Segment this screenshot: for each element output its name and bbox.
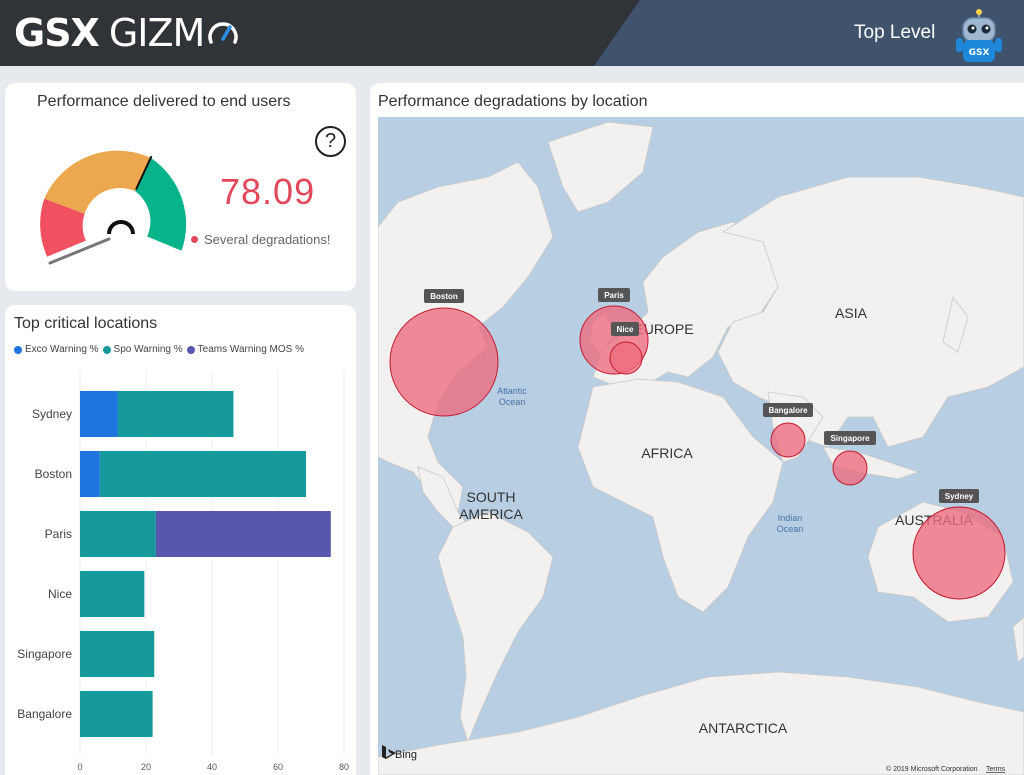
landmass-south-america — [437, 511, 554, 744]
label-south-america-1: SOUTH — [467, 489, 516, 505]
tag-sydney-label: Sydney — [945, 492, 974, 501]
label-africa: AFRICA — [641, 445, 693, 461]
header-bar: GSX GIZM Top Level GSX — [0, 0, 1024, 66]
bar-segment[interactable] — [117, 391, 234, 437]
landmass-africa — [577, 378, 784, 613]
bubble-nice — [609, 341, 643, 375]
map-panel: Performance degradations by location — [370, 83, 1024, 775]
gauge-segment-good — [135, 157, 187, 251]
map-copyright: © 2019 Microsoft Corporation — [886, 765, 978, 773]
tag-nice — [611, 322, 639, 336]
bar-segment[interactable] — [155, 511, 331, 557]
x-tick-label: 20 — [141, 762, 151, 772]
map-terms-link[interactable]: Terms — [986, 766, 1006, 773]
bubble-boston — [389, 307, 499, 417]
bar-segment[interactable] — [80, 631, 155, 677]
tag-paris-label: Paris — [604, 291, 624, 300]
tag-bangalore-label: Bangalore — [768, 406, 808, 415]
x-tick-label: 0 — [77, 762, 82, 772]
label-indian-1: Indian — [778, 513, 803, 523]
robot-mascot-icon: GSX — [956, 9, 1002, 62]
status-dot-icon — [191, 236, 198, 243]
performance-panel: Performance delivered to end users ? 78.… — [5, 83, 356, 291]
bar-segment[interactable] — [80, 511, 156, 557]
tag-bangalore — [763, 403, 813, 417]
legend-item-teams[interactable]: Teams Warning MOS % — [186, 344, 304, 355]
bing-label: Bing — [395, 749, 417, 761]
chart-legend: Exco Warning % Spo Warning % Teams Warni… — [14, 344, 308, 355]
legend-item-exco[interactable]: Exco Warning % — [14, 344, 99, 355]
tag-boston — [424, 289, 464, 303]
x-tick-label: 80 — [339, 762, 349, 772]
logo-gauge-icon — [208, 22, 239, 44]
legend-label-spo: Spo Warning % — [113, 344, 183, 355]
bar-segment[interactable] — [80, 451, 100, 497]
legend-item-spo[interactable]: Spo Warning % — [102, 344, 183, 355]
y-category-label: Boston — [35, 467, 72, 481]
legend-label-exco: Exco Warning % — [25, 344, 99, 355]
gauge-needle — [48, 237, 111, 265]
header-logo-band — [0, 0, 640, 66]
landmass-new-zealand — [1012, 616, 1024, 663]
performance-gauge — [40, 150, 187, 265]
bubble-bangalore — [770, 422, 806, 458]
help-icon[interactable]: ? — [315, 126, 346, 157]
y-category-label: Bangalore — [17, 707, 72, 721]
label-indian-2: Ocean — [777, 524, 804, 534]
label-europe: EUROPE — [634, 321, 693, 337]
gsx-gizmo-logo: GSX GIZM — [14, 8, 240, 58]
y-category-label: Singapore — [17, 647, 72, 661]
tag-paris — [598, 288, 630, 302]
bing-logo-icon — [382, 745, 396, 759]
tag-singapore — [824, 431, 876, 445]
bar-segment[interactable] — [80, 391, 118, 437]
y-category-label: Sydney — [32, 407, 72, 421]
tag-singapore-label: Singapore — [830, 434, 870, 443]
bubble-singapore — [832, 450, 868, 486]
legend-swatch-spo — [102, 345, 111, 354]
critical-locations-bar-chart: 0 20 40 60 80 Sydney Boston Paris Nice Singapore B… — [17, 370, 349, 772]
label-south-america-2: AMERICA — [459, 506, 523, 522]
performance-title: Performance delivered to end users — [37, 93, 291, 110]
x-tick-label: 40 — [207, 762, 217, 772]
gauge-segment-bad — [40, 198, 86, 257]
page-level-label: Top Level — [854, 22, 936, 43]
landmass-antarctica — [378, 671, 1024, 775]
world-map[interactable]: EUROPE ASIA AFRICA SOUTH AMERICA AUSTRAL… — [378, 117, 1024, 775]
world-map-canvas: EUROPE ASIA AFRICA SOUTH AMERICA AUSTRAL… — [378, 117, 1024, 775]
bar-segment[interactable] — [80, 571, 145, 617]
y-category-label: Paris — [45, 527, 72, 541]
gauge-segment-medium — [44, 150, 151, 214]
critical-locations-panel: Top critical locations Exco Warning % Sp… — [5, 305, 356, 775]
critical-locations-title: Top critical locations — [14, 315, 158, 332]
tag-boston-label: Boston — [430, 292, 458, 301]
legend-label-teams: Teams Warning MOS % — [197, 344, 304, 355]
landmass-greenland — [547, 121, 654, 213]
status-text: Several degradations! — [204, 232, 331, 247]
performance-status: Several degradations! — [191, 232, 330, 247]
bubble-sydney — [912, 506, 1006, 600]
map-title: Performance degradations by location — [378, 93, 648, 110]
gauge-threshold-marker — [135, 155, 153, 190]
logo-gizmo-text: GIZM — [108, 11, 205, 55]
bar-segment[interactable] — [80, 691, 153, 737]
tag-nice-label: Nice — [617, 325, 634, 334]
x-tick-label: 60 — [273, 762, 283, 772]
tag-sydney — [939, 489, 979, 503]
logo-gsx-text: GSX — [14, 11, 100, 55]
legend-swatch-exco — [14, 345, 22, 354]
label-antarctica: ANTARCTICA — [699, 720, 788, 736]
label-asia: ASIA — [835, 305, 868, 321]
performance-score: 78.09 — [220, 171, 316, 212]
label-atlantic-1: Atlantic — [497, 386, 527, 396]
landmass-asia — [717, 176, 1024, 448]
robot-badge-text: GSX — [969, 48, 990, 58]
bar-segment[interactable] — [99, 451, 307, 497]
label-atlantic-2: Ocean — [499, 397, 526, 407]
legend-swatch-teams — [186, 345, 195, 354]
y-category-label: Nice — [48, 587, 72, 601]
gauge-center-arc — [107, 220, 135, 235]
landmass-japan — [942, 296, 969, 353]
